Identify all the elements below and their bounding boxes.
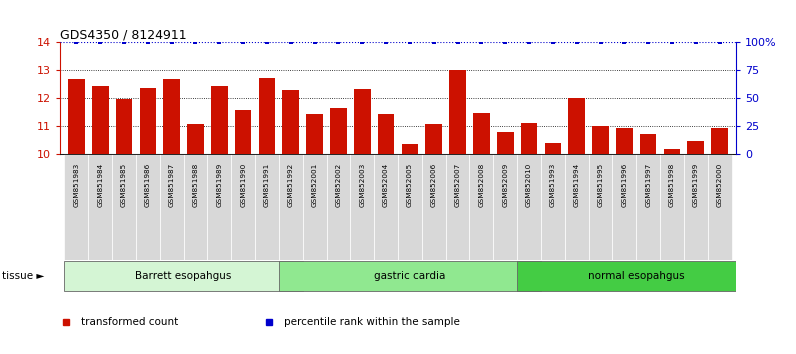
- Bar: [568, 98, 585, 154]
- Bar: [684, 154, 708, 260]
- Text: GSM851998: GSM851998: [669, 162, 675, 207]
- Text: GSM852008: GSM852008: [478, 162, 485, 207]
- Bar: [494, 154, 517, 260]
- Bar: [612, 154, 636, 260]
- Text: GSM852005: GSM852005: [407, 162, 413, 207]
- Text: GSM851996: GSM851996: [622, 162, 627, 207]
- Bar: [68, 79, 84, 154]
- Text: GSM851997: GSM851997: [645, 162, 651, 207]
- Bar: [139, 88, 156, 154]
- Text: gastric cardia: gastric cardia: [374, 271, 446, 281]
- Bar: [112, 154, 136, 260]
- Text: GSM851986: GSM851986: [145, 162, 151, 207]
- Text: normal esopahgus: normal esopahgus: [588, 271, 685, 281]
- Bar: [660, 154, 684, 260]
- Bar: [541, 154, 565, 260]
- Bar: [326, 154, 350, 260]
- Bar: [208, 154, 231, 260]
- Bar: [92, 86, 108, 154]
- Bar: [640, 134, 657, 154]
- Bar: [160, 154, 184, 260]
- Bar: [588, 154, 612, 260]
- Text: GSM851990: GSM851990: [240, 162, 246, 207]
- Text: GSM852002: GSM852002: [335, 162, 341, 207]
- Bar: [517, 154, 541, 260]
- Bar: [616, 127, 633, 154]
- Text: tissue ►: tissue ►: [2, 271, 44, 281]
- Text: GSM852009: GSM852009: [502, 162, 508, 207]
- Text: percentile rank within the sample: percentile rank within the sample: [284, 317, 460, 327]
- Bar: [350, 154, 374, 260]
- Bar: [517, 261, 755, 291]
- Bar: [473, 113, 490, 154]
- Bar: [354, 89, 371, 154]
- Bar: [306, 114, 323, 154]
- Text: GSM851995: GSM851995: [598, 162, 603, 207]
- Bar: [378, 114, 395, 154]
- Bar: [565, 154, 588, 260]
- Bar: [544, 143, 561, 154]
- Bar: [398, 154, 422, 260]
- Bar: [636, 154, 660, 260]
- Text: Barrett esopahgus: Barrett esopahgus: [135, 271, 232, 281]
- Bar: [688, 142, 704, 154]
- Bar: [259, 78, 275, 154]
- Text: GSM851985: GSM851985: [121, 162, 127, 207]
- Text: GSM851989: GSM851989: [217, 162, 222, 207]
- Bar: [136, 154, 160, 260]
- Text: GSM852001: GSM852001: [311, 162, 318, 207]
- Bar: [235, 110, 252, 154]
- Bar: [712, 129, 728, 154]
- Bar: [425, 124, 442, 154]
- Bar: [283, 90, 299, 154]
- Bar: [88, 154, 112, 260]
- Text: GSM851988: GSM851988: [193, 162, 198, 207]
- Text: GSM852000: GSM852000: [716, 162, 723, 207]
- Bar: [446, 154, 470, 260]
- Bar: [184, 154, 208, 260]
- Bar: [279, 154, 302, 260]
- Text: GSM851999: GSM851999: [693, 162, 699, 207]
- Text: transformed count: transformed count: [81, 317, 178, 327]
- Bar: [664, 149, 681, 154]
- Bar: [592, 126, 609, 154]
- Bar: [470, 154, 494, 260]
- Bar: [163, 79, 180, 154]
- Bar: [255, 154, 279, 260]
- Text: GDS4350 / 8124911: GDS4350 / 8124911: [60, 28, 186, 41]
- Text: GSM852004: GSM852004: [383, 162, 389, 207]
- Bar: [187, 124, 204, 154]
- Text: GSM851993: GSM851993: [550, 162, 556, 207]
- Bar: [497, 132, 513, 154]
- Bar: [211, 86, 228, 154]
- Bar: [115, 99, 132, 154]
- Bar: [422, 154, 446, 260]
- Bar: [64, 154, 88, 260]
- Bar: [279, 261, 541, 291]
- Text: GSM851994: GSM851994: [574, 162, 579, 207]
- Bar: [401, 144, 418, 154]
- Bar: [374, 154, 398, 260]
- Bar: [708, 154, 732, 260]
- Bar: [302, 154, 326, 260]
- Bar: [231, 154, 255, 260]
- Text: GSM852003: GSM852003: [359, 162, 365, 207]
- Bar: [521, 123, 537, 154]
- Bar: [330, 108, 347, 154]
- Bar: [449, 70, 466, 154]
- Text: GSM851987: GSM851987: [169, 162, 174, 207]
- Text: GSM851992: GSM851992: [288, 162, 294, 207]
- Bar: [64, 261, 302, 291]
- Text: GSM851984: GSM851984: [97, 162, 103, 207]
- Text: GSM851991: GSM851991: [264, 162, 270, 207]
- Text: GSM852010: GSM852010: [526, 162, 532, 207]
- Text: GSM852006: GSM852006: [431, 162, 437, 207]
- Text: GSM852007: GSM852007: [455, 162, 461, 207]
- Text: GSM851983: GSM851983: [73, 162, 80, 207]
